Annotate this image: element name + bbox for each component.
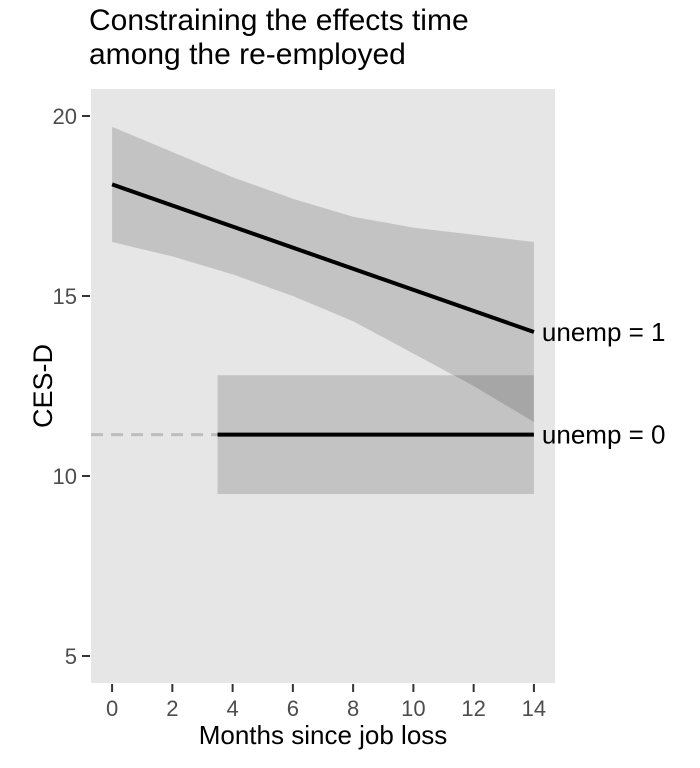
x-tick-label: 12	[461, 696, 485, 721]
annotation-label-unemp-1: unemp = 1	[542, 317, 666, 347]
x-tick-label: 2	[166, 696, 178, 721]
x-tick-label: 4	[226, 696, 238, 721]
x-axis-title: Months since job loss	[199, 720, 448, 750]
chart-title: Constraining the effects time among the …	[89, 4, 469, 71]
annotation-label-unemp-0: unemp = 0	[542, 420, 666, 450]
x-tick-label: 8	[347, 696, 359, 721]
y-tick-label: 20	[53, 104, 77, 129]
y-tick-label: 15	[53, 284, 77, 309]
x-tick-label: 10	[401, 696, 425, 721]
y-axis-title: CES-D	[28, 344, 58, 428]
fit-line-unemp-1	[111, 182, 535, 334]
y-tick-label: 10	[53, 464, 77, 489]
ci-ribbon-unemp-1	[112, 126, 534, 423]
y-tick-label: 5	[65, 644, 77, 669]
plot-panel	[91, 89, 555, 683]
x-tick-label: 14	[522, 696, 546, 721]
x-tick-label: 6	[287, 696, 299, 721]
x-tick-label: 0	[106, 696, 118, 721]
